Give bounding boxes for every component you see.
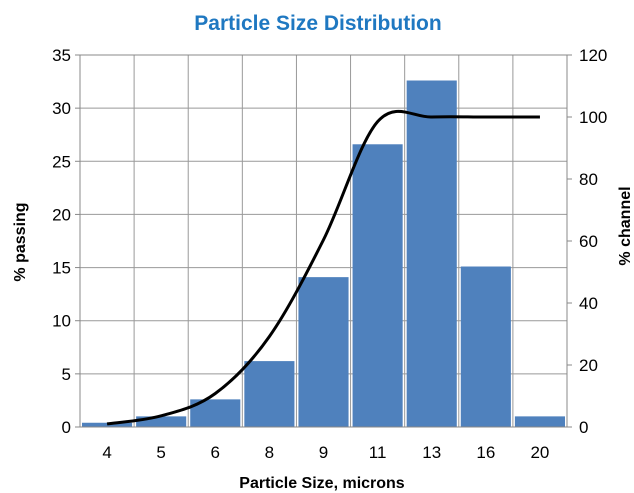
cumulative-line-path (106, 110, 540, 426)
x-tick-label: 5 (156, 443, 165, 462)
gridlines (80, 54, 567, 428)
y-tick-label: 15 (52, 259, 71, 278)
y-tick-label: 30 (52, 99, 71, 118)
y2-tick-label: 100 (579, 108, 607, 127)
y2-tick-label: 20 (579, 356, 598, 375)
y-axis-label: % passing (12, 202, 29, 281)
y-tick-label: 5 (62, 365, 71, 384)
bar (136, 416, 187, 427)
y2-tick-label: 60 (579, 232, 598, 251)
cumulative-line (106, 110, 540, 426)
y2-axis-ticks: 0 20 40 60 80 100 120 (567, 46, 607, 437)
x-tick-label: 11 (369, 443, 387, 462)
x-tick-label: 13 (422, 443, 441, 462)
y-tick-label: 35 (52, 46, 71, 65)
bar (298, 277, 349, 427)
chart-title: Particle Size Distribution (194, 12, 441, 35)
y2-tick-label: 120 (579, 46, 607, 65)
bar (352, 144, 403, 427)
y2-tick-label: 0 (579, 418, 588, 437)
bar (514, 416, 565, 427)
y-axis-ticks: 0 5 10 15 20 25 30 35 (52, 46, 80, 437)
y2-tick-label: 80 (579, 170, 598, 189)
bars (82, 80, 565, 427)
bar (460, 266, 511, 427)
y-tick-label: 0 (62, 418, 71, 437)
bar (244, 361, 295, 427)
x-tick-label: 20 (530, 443, 549, 462)
y-tick-label: 10 (52, 312, 71, 331)
x-tick-label: 9 (319, 443, 328, 462)
x-axis-label: Particle Size, microns (239, 475, 405, 492)
y-tick-label: 25 (52, 152, 71, 171)
bar (82, 422, 133, 427)
x-axis-ticks: 4 5 6 8 9 11 13 16 20 (102, 443, 549, 462)
x-tick-label: 4 (102, 443, 111, 462)
y-tick-label: 20 (52, 205, 71, 224)
x-tick-label: 16 (476, 443, 495, 462)
y2-axis-label: % channel (617, 186, 634, 265)
bar (406, 80, 457, 427)
x-tick-label: 8 (265, 443, 274, 462)
x-tick-label: 6 (211, 443, 220, 462)
y2-tick-label: 40 (579, 294, 598, 313)
